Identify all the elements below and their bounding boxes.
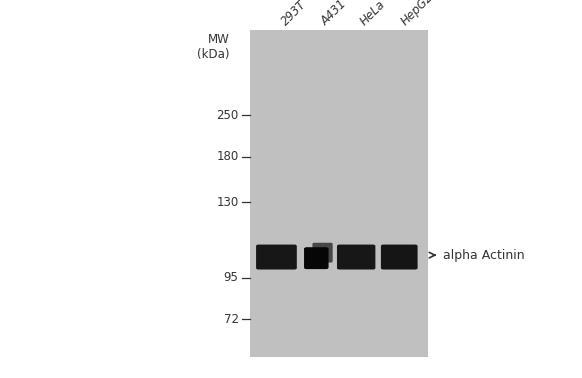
FancyBboxPatch shape <box>304 248 328 269</box>
Text: HepG2: HepG2 <box>399 0 436 28</box>
Text: alpha Actinin: alpha Actinin <box>443 249 525 262</box>
Text: 180: 180 <box>217 150 239 163</box>
Text: A431: A431 <box>318 0 349 28</box>
Text: 293T: 293T <box>279 0 310 28</box>
FancyBboxPatch shape <box>381 245 418 270</box>
FancyBboxPatch shape <box>304 248 328 269</box>
Text: MW: MW <box>208 33 230 46</box>
Text: 250: 250 <box>217 109 239 122</box>
FancyBboxPatch shape <box>256 245 297 270</box>
Bar <box>250 30 428 357</box>
Text: (kDa): (kDa) <box>197 48 230 61</box>
Text: 95: 95 <box>223 271 239 284</box>
FancyBboxPatch shape <box>337 245 375 270</box>
Text: 130: 130 <box>217 196 239 209</box>
Text: 72: 72 <box>223 313 239 326</box>
FancyBboxPatch shape <box>313 243 333 263</box>
Text: HeLa: HeLa <box>358 0 388 28</box>
